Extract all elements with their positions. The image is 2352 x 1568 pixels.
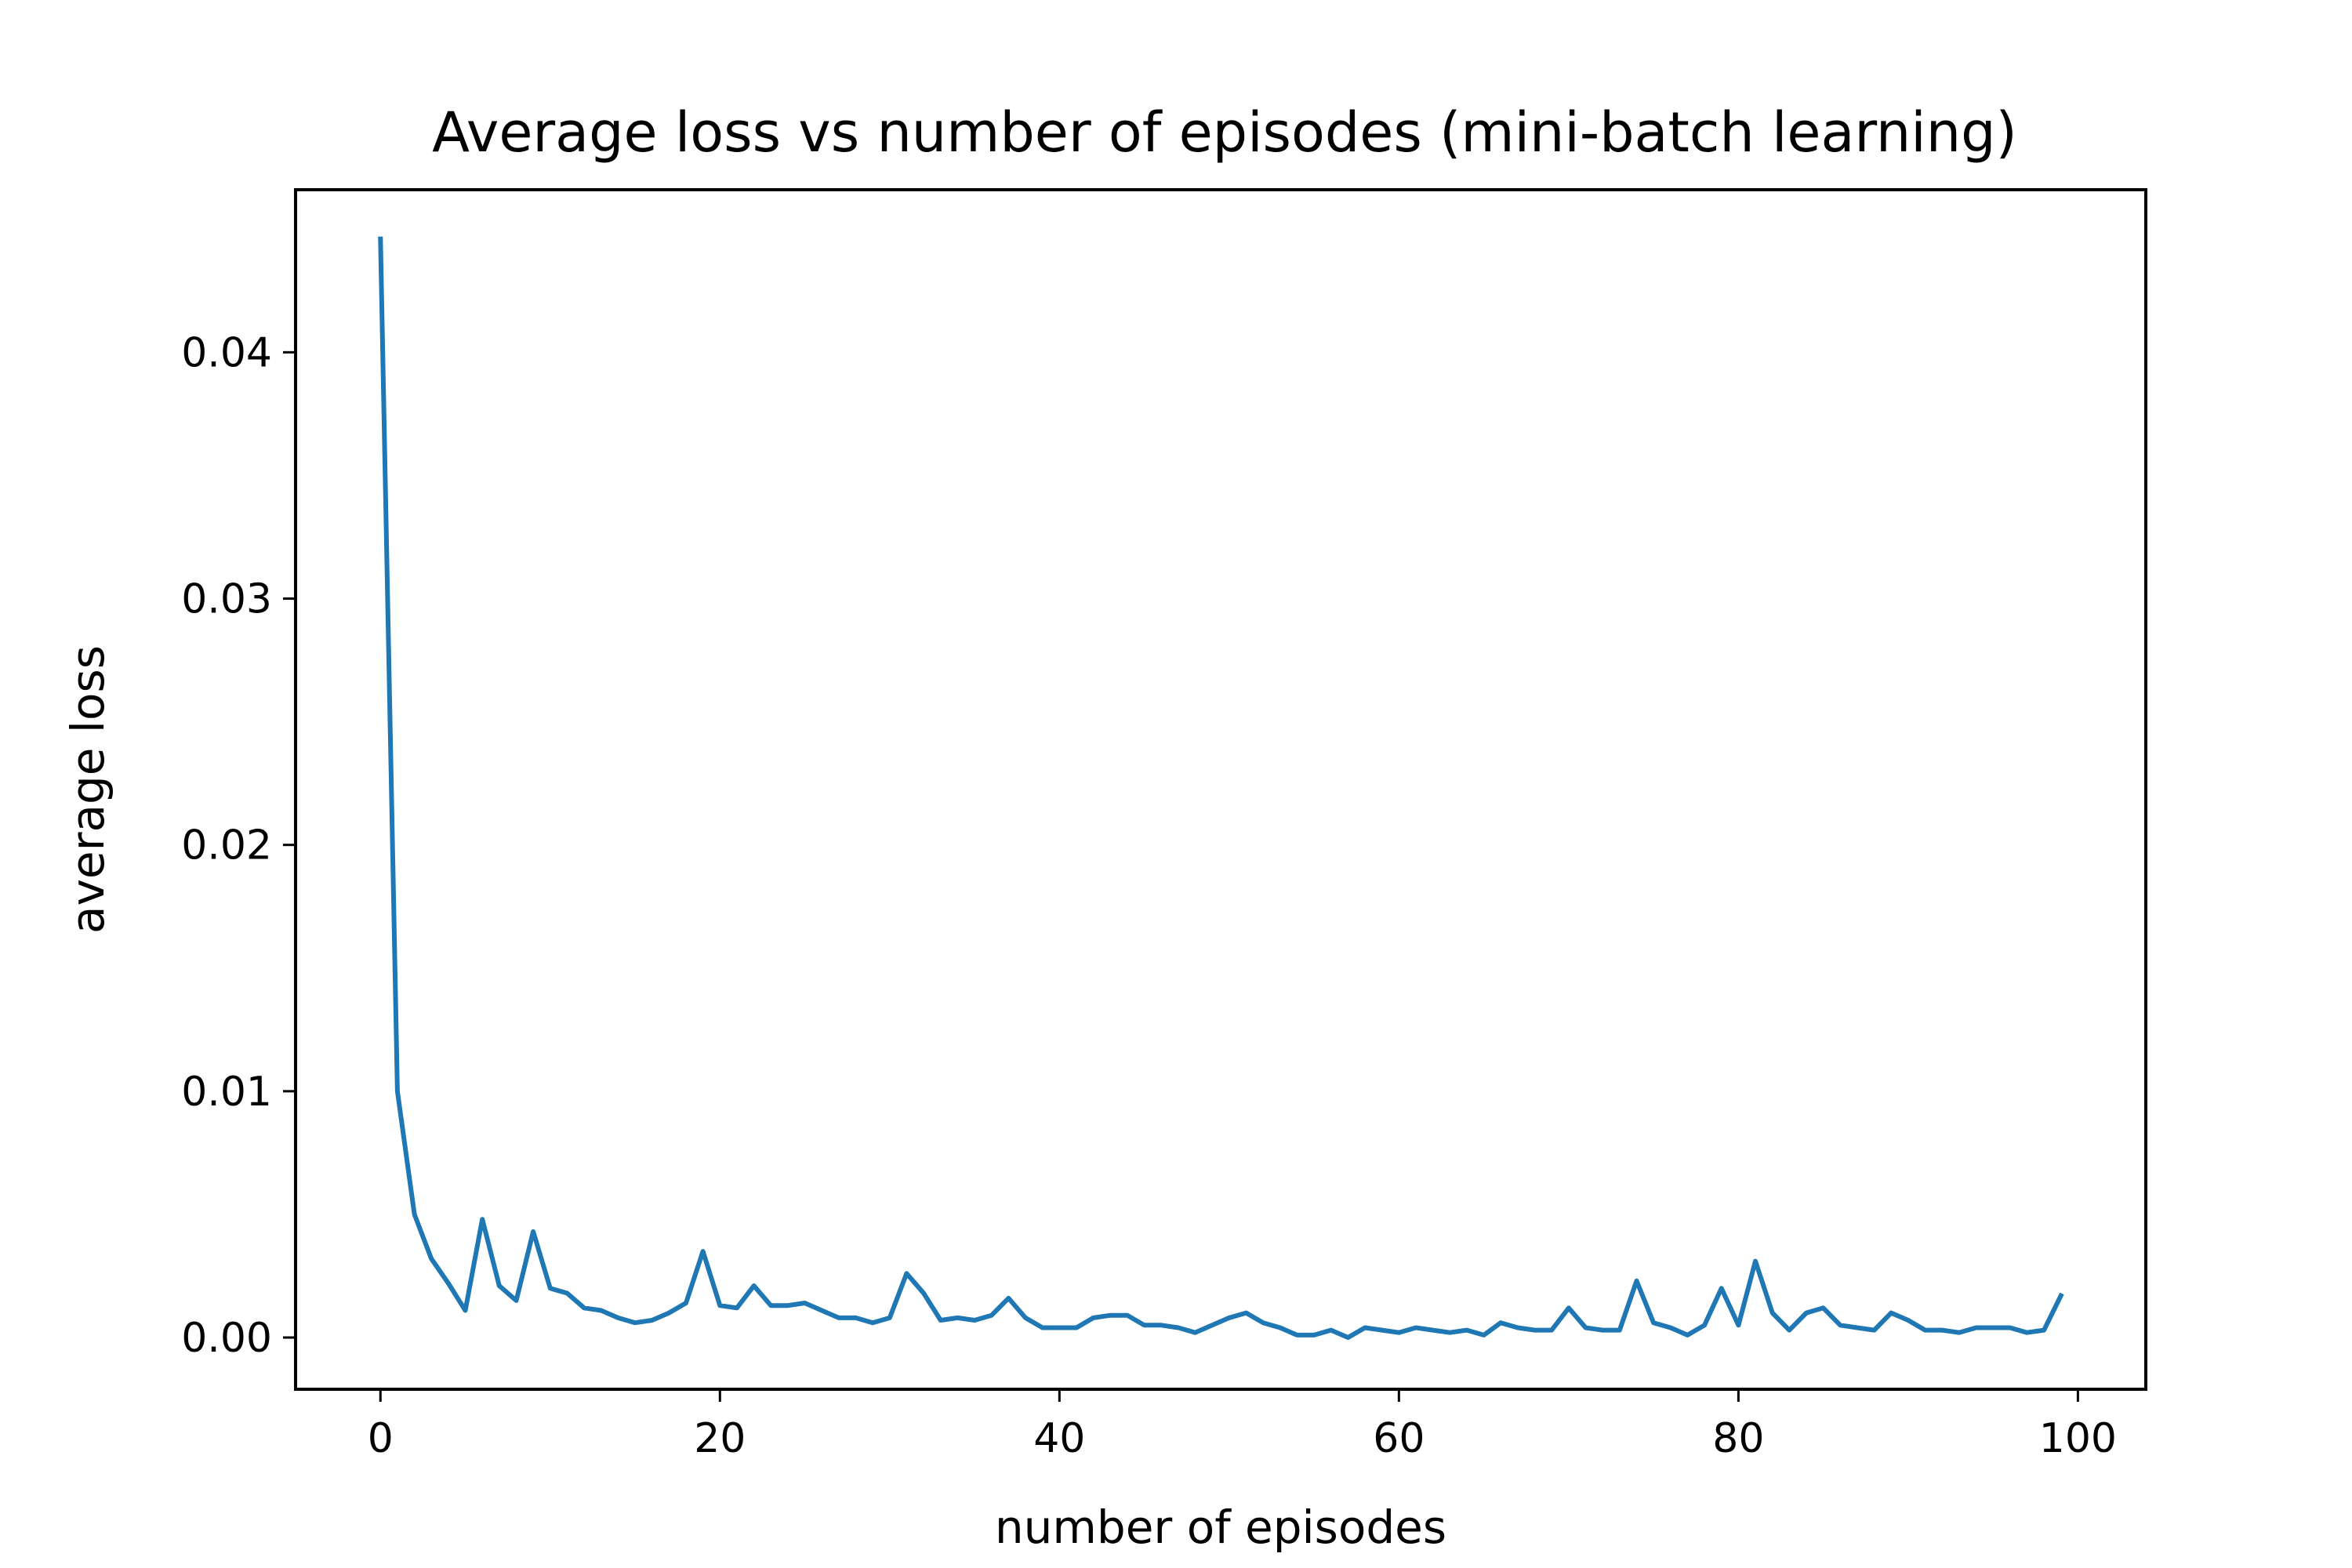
y-tick-label: 0.00 [181,1315,272,1362]
y-tick-label: 0.02 [181,822,272,869]
y-tick-label: 0.03 [181,576,272,623]
x-tick-label: 0 [368,1415,394,1462]
axes-frame [294,188,2147,1391]
x-tick-label: 40 [1033,1415,1085,1462]
x-axis-label: number of episodes [995,1501,1446,1554]
x-tick-label: 20 [694,1415,746,1462]
series-layer [378,236,2064,1340]
y-axis-ticks: 0.00 0.01 0.02 0.03 0.04 [181,329,296,1362]
x-tick-label: 60 [1373,1415,1425,1462]
chart-title: Average loss vs number of episodes (mini… [432,100,2017,165]
series-line [378,236,2064,1340]
x-tick-label: 80 [1712,1415,1764,1462]
y-axis-label: average loss [61,645,114,934]
y-tick-label: 0.04 [181,329,272,376]
x-axis-ticks: 0 20 40 60 80 100 [368,1389,2117,1462]
y-tick-label: 0.01 [181,1069,272,1116]
x-tick-label: 100 [2039,1415,2117,1462]
